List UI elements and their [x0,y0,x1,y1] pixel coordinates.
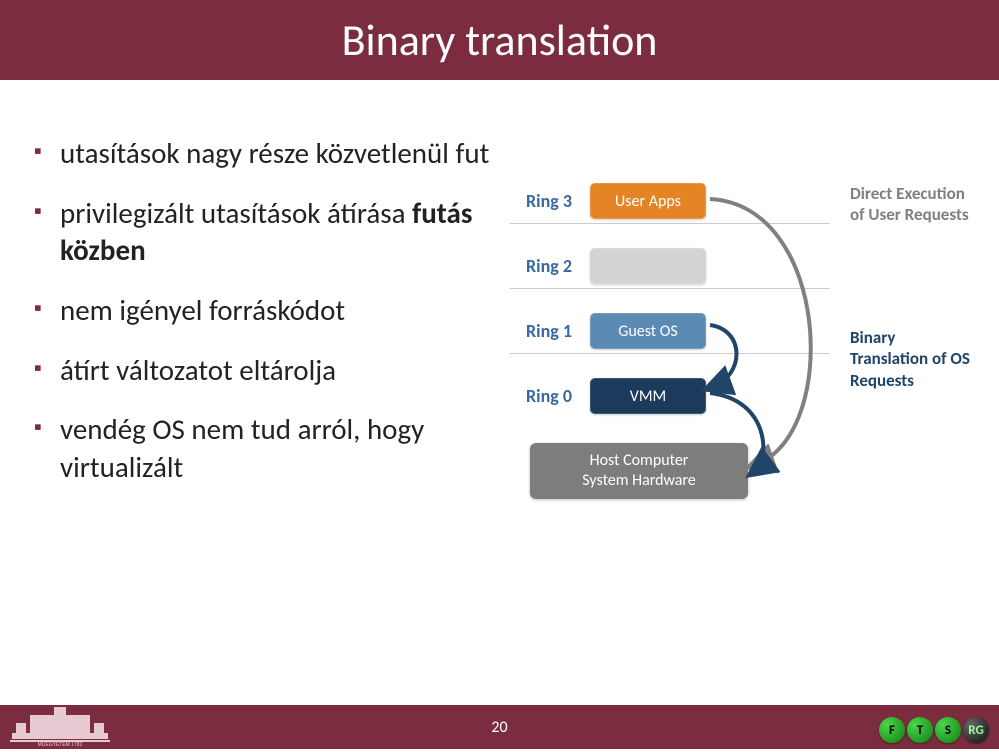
bullet-item: átírt változatot eltárolja [30,352,490,390]
ring-row: Ring 2 [510,240,970,292]
ring-label: Ring 1 [510,320,572,342]
ftsrg-logo: F T S RG [879,717,989,743]
title-bar: Binary translation [0,0,999,80]
bullet-item: utasítások nagy része közvetlenül fut [30,135,490,173]
bullet-text: nem igényel forráskódot [60,292,345,328]
svg-text:MŰEGYETEM 1782: MŰEGYETEM 1782 [38,741,83,747]
direct-execution-label: Direct Execution of User Requests [850,183,970,226]
bullet-item: nem igényel forráskódot [30,292,490,330]
slide-title: Binary translation [342,13,658,67]
bullet-text: utasítások nagy része közvetlenül fut [60,135,489,171]
ring-box [590,248,706,284]
logo-badge: F [879,717,905,743]
ring-label: Ring 2 [510,255,572,277]
binary-translation-label: Binary Translation of OS Requests [850,327,970,391]
ring-box: VMM [590,378,706,414]
ring-diagram: Ring 3 User Apps Ring 2 Ring 1 Guest OS Ring … [510,175,970,535]
bullet-text: átírt változatot eltárolja [60,352,336,388]
bullet-text: vendég OS nem tud arról, hogy virtualizá… [60,411,424,485]
bullet-item: vendég OS nem tud arról, hogy virtualizá… [30,411,490,486]
ring-label: Ring 3 [510,190,572,212]
slide-footer: MŰEGYETEM 1782 20 F T S RG [0,705,999,749]
ring-box: User Apps [590,183,706,219]
logo-badge: S [935,717,961,743]
university-logo: MŰEGYETEM 1782 [10,707,110,747]
ring-label: Ring 0 [510,385,572,407]
page-number: 20 [491,718,507,737]
logo-badge: T [907,717,933,743]
host-label: Host ComputerSystem Hardware [582,451,696,491]
bullet-text: privilegizált utasítások átírása [60,195,412,231]
logo-badge: RG [963,717,989,743]
bullet-item: privilegizált utasítások átírása futás k… [30,195,490,270]
bullet-list: utasítások nagy része közvetlenül fut pr… [30,135,490,509]
host-hardware-box: Host ComputerSystem Hardware [530,443,748,499]
ring-box: Guest OS [590,313,706,349]
